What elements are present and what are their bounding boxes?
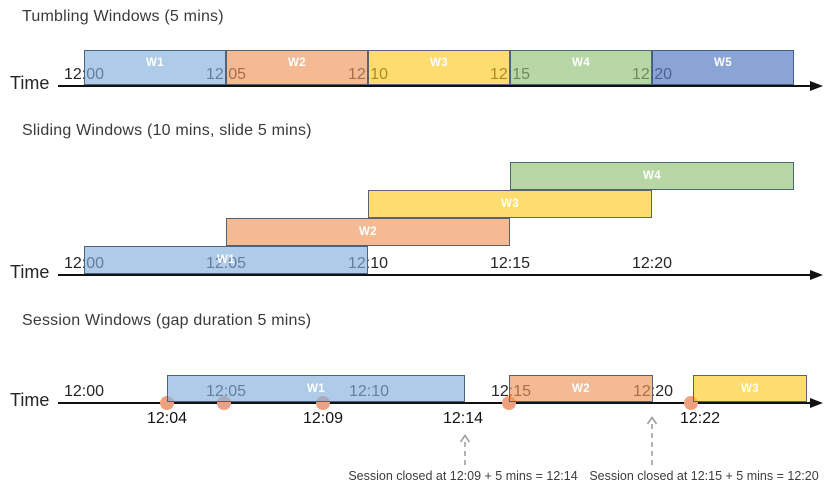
window-label: W1 <box>145 57 165 69</box>
dashed-up-arrow-icon <box>459 434 471 465</box>
tumbling-window-w5: W5 <box>652 50 794 85</box>
session-time-label: Time <box>10 390 50 410</box>
event-label-1214: 12:14 <box>442 410 484 427</box>
window-label: W3 <box>500 198 520 210</box>
session-time-axis <box>58 402 810 404</box>
event-label-1204: 12:04 <box>146 410 188 427</box>
tumbling-window-w4: W4 <box>510 50 652 85</box>
session-axis-arrow-icon <box>810 398 823 408</box>
window-label: W2 <box>287 57 307 69</box>
window-label: W4 <box>571 57 591 69</box>
sliding-tick-1220: 12:20 <box>631 255 673 272</box>
session-window-w2: W2 <box>509 375 653 402</box>
tumbling-time-label: Time <box>10 73 50 93</box>
window-label: W2 <box>358 226 378 238</box>
session-window-w1: W1 <box>167 375 465 402</box>
session-window-w3: W3 <box>693 375 807 402</box>
window-label: W3 <box>740 382 760 395</box>
window-label: W4 <box>642 170 662 182</box>
tumbling-time-axis <box>58 85 810 87</box>
session-tick-1200: 12:00 <box>63 383 105 400</box>
sliding-window-w3: W3 <box>368 190 652 218</box>
window-label: W1 <box>306 382 326 395</box>
window-label: W3 <box>429 57 449 69</box>
sliding-tick-1215: 12:15 <box>489 255 531 272</box>
sliding-time-axis <box>58 274 810 276</box>
tumbling-window-w2: W2 <box>226 50 368 85</box>
session-annotation-2: Session closed at 12:15 + 5 mins = 12:20 <box>589 469 819 483</box>
window-label: W1 <box>216 254 236 266</box>
event-label-1222: 12:22 <box>679 410 721 427</box>
window-label: W5 <box>713 57 733 69</box>
sliding-window-w2: W2 <box>226 218 510 246</box>
tumbling-window-w3: W3 <box>368 50 510 85</box>
sliding-axis-arrow-icon <box>810 270 823 280</box>
tumbling-title: Tumbling Windows (5 mins) <box>22 8 224 25</box>
dashed-up-arrow-icon <box>646 416 658 465</box>
window-label: W2 <box>571 382 591 395</box>
tumbling-window-w1: W1 <box>84 50 226 85</box>
sliding-window-w1: W1 <box>84 246 368 274</box>
sliding-window-w4: W4 <box>510 162 794 190</box>
sliding-title: Sliding Windows (10 mins, slide 5 mins) <box>22 122 312 139</box>
event-label-1209: 12:09 <box>302 410 344 427</box>
session-title: Session Windows (gap duration 5 mins) <box>22 312 312 329</box>
session-annotation-1: Session closed at 12:09 + 5 mins = 12:14 <box>348 469 578 483</box>
sliding-time-label: Time <box>10 262 50 282</box>
tumbling-axis-arrow-icon <box>810 81 823 91</box>
